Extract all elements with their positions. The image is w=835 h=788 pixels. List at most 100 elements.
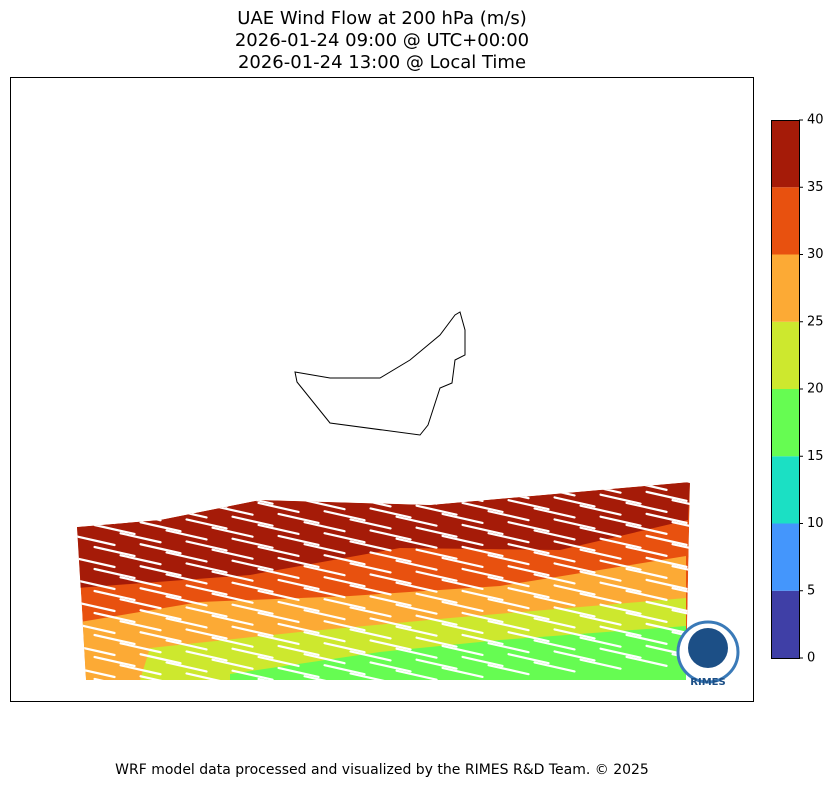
wind-vector (625, 589, 668, 601)
colorbar-segment (771, 590, 799, 658)
wind-vector (211, 658, 254, 670)
wind-vector (119, 532, 162, 544)
wind-vector (277, 534, 320, 547)
wind-vector (231, 647, 274, 659)
wind-vector (185, 628, 228, 640)
wind-vector (303, 653, 346, 665)
wind-vector (395, 581, 438, 593)
wind-vector (579, 548, 622, 560)
wind-vector (671, 631, 690, 643)
country-outline (294, 311, 466, 436)
wind-vector (553, 650, 596, 662)
colorbar-frame (771, 120, 800, 659)
title-line: 2026-01-24 09:00 @ UTC+00:00 (235, 30, 529, 51)
wind-vector (507, 653, 550, 665)
wind-vector (277, 512, 320, 525)
title-line: UAE Wind Flow at 200 hPa (m/s) (237, 8, 526, 29)
wind-vector (93, 567, 136, 580)
wind-vector (395, 559, 438, 571)
wind-vector (507, 631, 550, 643)
wind-vector (533, 639, 576, 651)
wind-vector (671, 543, 690, 555)
colorbar-tick-label: 25 (807, 314, 824, 329)
wind-vector (185, 672, 228, 680)
wind-vector (415, 614, 458, 626)
wind-vector (277, 644, 320, 657)
footer: WRF model data processed and visualized … (115, 762, 649, 778)
logo-globe (688, 628, 728, 668)
wind-vector (625, 567, 668, 579)
wind-vector (323, 554, 366, 566)
wind-vector (303, 587, 346, 599)
wind-vector (185, 606, 228, 618)
wind-vector (349, 584, 392, 596)
wind-vector (579, 570, 622, 582)
wind-vector (303, 675, 346, 680)
wind-vector (211, 592, 254, 604)
wind-vector (119, 598, 162, 610)
wind-vector (257, 567, 300, 580)
colorbar-tick-label: 35 (807, 180, 824, 195)
wind-vector (461, 633, 504, 646)
colorbar-segment (771, 456, 799, 524)
wind-vector (507, 609, 550, 621)
colorbar-tick-label: 5 (807, 583, 815, 598)
wind-vector (139, 609, 182, 621)
wind-vector (553, 518, 596, 530)
wind-vector (369, 639, 412, 651)
wind-vector (185, 650, 228, 662)
wind-vector (323, 642, 366, 654)
wind-vector (507, 521, 550, 533)
wind-vector (231, 559, 274, 571)
wind-vector (579, 614, 622, 626)
wind-vector (599, 581, 642, 593)
wind-vector (231, 515, 274, 527)
wind-vector (369, 617, 412, 629)
wind-vector (553, 496, 596, 508)
wind-vector (185, 540, 228, 552)
wind-vector (441, 644, 484, 657)
title-line: 2026-01-24 13:00 @ Local Time (238, 52, 526, 73)
wind-vector (231, 581, 274, 593)
wind-vector (553, 540, 596, 552)
wind-vector (487, 620, 530, 632)
wind-vector (441, 666, 484, 679)
wind-vector (139, 521, 182, 533)
wind-vector (119, 664, 162, 676)
wind-vector (231, 669, 274, 680)
wind-vector (441, 600, 484, 613)
wind-vector (533, 595, 576, 607)
wind-vector (303, 631, 346, 643)
wind-vector (303, 565, 346, 577)
wind-vector (323, 598, 366, 610)
wind-vector (303, 543, 346, 555)
wind-vector (395, 537, 438, 549)
wind-vector (139, 653, 182, 665)
wind-vector (625, 545, 668, 557)
wind-vector (165, 595, 208, 607)
logo-text: RIMES (690, 677, 725, 688)
wind-vector (599, 603, 642, 615)
speed-zone (230, 626, 686, 680)
wind-vector (349, 540, 392, 552)
colorbar-segment (771, 254, 799, 322)
wind-vector (77, 578, 116, 591)
wind-vector (165, 639, 208, 651)
wind-vector (395, 515, 438, 527)
wind-vector (323, 510, 366, 522)
wind-vector (369, 551, 412, 563)
wind-vector (645, 622, 688, 634)
wind-vector (257, 589, 300, 602)
wind-vector (93, 633, 136, 646)
wind-vector (211, 570, 254, 582)
wind-vector (671, 521, 690, 533)
wind-vector (165, 573, 208, 585)
wind-vector (461, 589, 504, 602)
wind-vector (323, 620, 366, 632)
wind-vector (599, 559, 642, 571)
wind-vector (77, 534, 116, 547)
wind-vector (579, 592, 622, 604)
wind-vector (533, 551, 576, 563)
wind-vector (349, 606, 392, 618)
